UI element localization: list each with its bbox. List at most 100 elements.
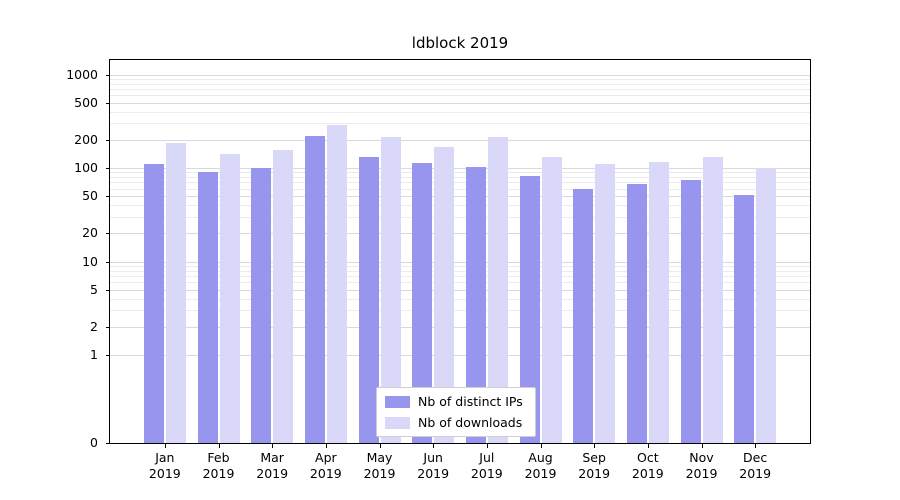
- legend-swatch-distinct-ips: [385, 395, 410, 408]
- y-tick-label: 10: [82, 253, 98, 269]
- x-tick-label-line: 2019: [739, 466, 772, 481]
- bar-distinct-ips-7: [519, 176, 540, 443]
- bar-downloads-10: [702, 157, 723, 443]
- legend-swatch-downloads: [385, 416, 410, 429]
- bar-distinct-ips-11: [734, 194, 755, 443]
- x-tick-mark: [379, 444, 381, 448]
- x-tick-mark: [755, 444, 757, 448]
- x-tick-label-jun: Jun 2019: [401, 450, 465, 482]
- x-tick-label-line: 2019: [524, 466, 557, 481]
- major-gridline: [110, 355, 810, 356]
- bar-downloads-8: [595, 164, 616, 443]
- minor-gridline: [110, 177, 810, 179]
- x-tick-mark: [540, 444, 542, 448]
- y-tick-label: 1: [90, 347, 98, 362]
- y-tick-label: 0: [90, 435, 98, 450]
- x-tick-label-jul: Jul 2019: [455, 450, 519, 482]
- y-tick-label: 5: [90, 281, 98, 297]
- x-tick-label-line: 2019: [631, 466, 664, 481]
- x-tick-label-line: 2019: [202, 466, 235, 481]
- bar-downloads-1: [219, 154, 240, 443]
- bar-downloads-6: [487, 137, 508, 443]
- legend-item-distinct-ips: Nb of distinct IPs: [385, 394, 523, 409]
- x-tick-label-dec: Dec 2019: [723, 450, 787, 482]
- x-tick-label-line: Apr: [315, 450, 337, 465]
- y-tick-mark: [106, 443, 110, 444]
- minor-gridline: [110, 275, 810, 277]
- x-tick-label-mar: Mar 2019: [240, 450, 304, 482]
- x-tick-label-line: Aug: [528, 450, 553, 465]
- x-tick-label-line: Jan: [155, 450, 175, 465]
- major-gridline: [110, 326, 810, 328]
- x-tick-label-line: 2019: [417, 466, 450, 481]
- y-tick-mark: [106, 289, 110, 291]
- x-tick-label-line: Oct: [637, 450, 659, 465]
- x-tick-label-line: 2019: [685, 466, 718, 481]
- minor-gridline: [110, 205, 810, 207]
- x-tick-label-line: Nov: [689, 450, 714, 465]
- x-tick-label-line: Sep: [582, 450, 606, 465]
- y-tick-label: 20: [82, 225, 98, 241]
- major-gridline: [110, 233, 810, 235]
- legend: Nb of distinct IPs Nb of downloads: [376, 387, 536, 437]
- major-gridline: [110, 139, 810, 141]
- minor-gridline: [110, 298, 810, 300]
- x-tick-label-line: Jul: [479, 450, 495, 465]
- bar-distinct-ips-9: [626, 184, 647, 443]
- bar-distinct-ips-5: [412, 163, 433, 443]
- x-tick-mark: [218, 444, 220, 448]
- y-tick-mark: [106, 326, 110, 328]
- x-tick-mark: [433, 444, 435, 448]
- bar-downloads-5: [434, 146, 455, 443]
- y-tick-label: 500: [74, 94, 98, 110]
- minor-gridline: [110, 265, 810, 267]
- bar-downloads-11: [756, 168, 777, 443]
- plot-area: [109, 59, 811, 444]
- major-gridline: [110, 102, 810, 104]
- x-tick-label-line: Dec: [743, 450, 768, 465]
- x-tick-label-line: 2019: [309, 466, 342, 481]
- x-tick-mark: [325, 444, 327, 448]
- bar-distinct-ips-3: [304, 135, 325, 443]
- bar-distinct-ips-8: [573, 188, 594, 443]
- legend-item-downloads: Nb of downloads: [385, 415, 523, 430]
- bar-distinct-ips-0: [143, 164, 164, 443]
- minor-gridline: [110, 172, 810, 174]
- minor-gridline: [110, 270, 810, 272]
- minor-gridline: [110, 310, 810, 312]
- y-tick-label: 50: [82, 188, 98, 204]
- minor-gridline: [110, 111, 810, 113]
- y-tick-label: 200: [74, 131, 98, 147]
- y-tick-label: 1000: [66, 66, 98, 82]
- minor-gridline: [110, 88, 810, 90]
- major-gridline: [110, 74, 810, 76]
- y-tick-mark: [106, 233, 110, 235]
- x-tick-label-apr: Apr 2019: [294, 450, 358, 482]
- major-gridline: [110, 289, 810, 291]
- bar-distinct-ips-2: [251, 168, 272, 443]
- y-tick-mark: [106, 355, 110, 356]
- x-tick-label-line: 2019: [148, 466, 181, 481]
- y-tick-mark: [106, 168, 110, 169]
- minor-gridline: [110, 123, 810, 125]
- bar-downloads-9: [648, 161, 669, 443]
- x-tick-label-line: 2019: [363, 466, 396, 481]
- minor-gridline: [110, 83, 810, 85]
- bar-distinct-ips-6: [465, 167, 486, 443]
- minor-gridline: [110, 188, 810, 190]
- major-gridline: [110, 261, 810, 263]
- bar-downloads-7: [541, 157, 562, 443]
- legend-label-distinct-ips: Nb of distinct IPs: [418, 394, 523, 409]
- x-tick-label-line: 2019: [578, 466, 611, 481]
- minor-gridline: [110, 95, 810, 97]
- y-tick-mark: [106, 102, 110, 104]
- bar-distinct-ips-1: [197, 172, 218, 443]
- bar-downloads-2: [273, 150, 294, 443]
- y-tick-mark: [106, 261, 110, 263]
- x-tick-label-sep: Sep 2019: [562, 450, 626, 482]
- bar-downloads-0: [165, 143, 186, 443]
- x-tick-mark: [594, 444, 596, 448]
- chart-title: ldblock 2019: [411, 34, 509, 52]
- y-tick-mark: [106, 74, 110, 76]
